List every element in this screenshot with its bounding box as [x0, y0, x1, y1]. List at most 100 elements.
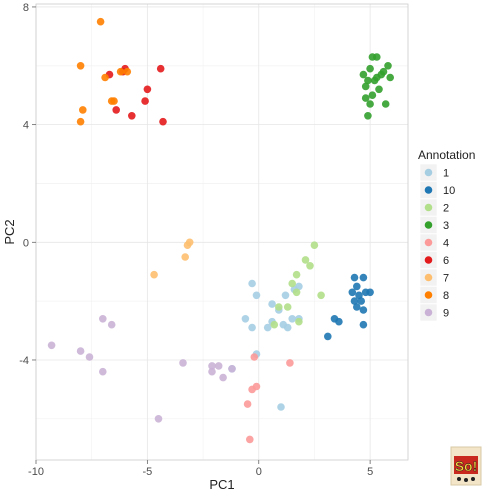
- data-point: [283, 323, 292, 332]
- data-point: [101, 73, 109, 82]
- y-tick-label: 4: [23, 120, 29, 132]
- legend-label: 1: [443, 168, 449, 180]
- data-point: [214, 362, 223, 370]
- data-point: [154, 415, 163, 423]
- data-point: [283, 303, 292, 311]
- data-point: [270, 320, 279, 329]
- data-point: [295, 282, 303, 291]
- y-axis-title: PC2: [2, 219, 17, 244]
- data-point: [246, 435, 254, 444]
- data-point: [248, 323, 256, 332]
- data-point: [364, 112, 372, 120]
- y-axis-ticks: -4 0 4 8: [19, 2, 36, 367]
- data-point: [181, 253, 189, 261]
- data-point: [250, 353, 259, 361]
- data-point: [361, 94, 370, 102]
- legend-label: 2: [443, 203, 449, 215]
- data-point: [228, 365, 236, 373]
- data-point: [355, 291, 363, 300]
- data-point: [268, 300, 276, 308]
- data-point: [366, 64, 374, 73]
- y-tick-label: 8: [23, 2, 29, 14]
- data-point: [208, 362, 216, 370]
- data-point: [76, 347, 85, 355]
- legend-label: 7: [443, 273, 449, 285]
- data-point: [353, 282, 361, 291]
- data-point: [361, 82, 370, 91]
- legend-label: 3: [443, 220, 449, 232]
- logo-figure-dot: [464, 478, 468, 482]
- data-point: [248, 385, 256, 394]
- data-point: [76, 117, 85, 126]
- logo-text: So!: [455, 458, 478, 474]
- logo-figure-dot: [471, 477, 475, 481]
- legend-key-swatch: [424, 256, 433, 264]
- data-point: [359, 306, 368, 314]
- data-point: [359, 273, 368, 282]
- data-point: [357, 297, 366, 305]
- data-point: [96, 17, 105, 26]
- data-point: [359, 320, 368, 329]
- data-point: [243, 400, 252, 408]
- panel-border: [35, 3, 409, 461]
- x-axis-title: PC1: [209, 477, 234, 492]
- data-point: [208, 367, 216, 376]
- logo-badge: [454, 456, 478, 474]
- data-point: [292, 270, 301, 279]
- legend-key-swatch: [424, 203, 433, 212]
- data-point: [292, 288, 301, 297]
- data-point: [286, 359, 294, 367]
- data-point: [143, 85, 152, 94]
- x-axis-ticks: -10 -5 0 5: [28, 460, 373, 478]
- data-point: [373, 73, 381, 82]
- data-point: [281, 291, 290, 300]
- data-point: [99, 367, 107, 376]
- data-point: [373, 53, 381, 61]
- x-tick-label: -10: [28, 466, 44, 478]
- legend-label: 9: [443, 308, 449, 320]
- y-tick-label: 0: [23, 237, 29, 249]
- data-point: [76, 62, 85, 70]
- legend-label: 4: [443, 238, 449, 250]
- data-point: [335, 317, 343, 326]
- brand-logo: So!: [450, 446, 482, 486]
- data-point: [364, 76, 372, 85]
- data-point: [107, 320, 116, 329]
- data-point: [107, 97, 116, 105]
- data-point: [384, 62, 392, 70]
- legend-key-swatch: [424, 168, 433, 177]
- data-point: [306, 262, 314, 270]
- data-point: [368, 91, 377, 99]
- data-point: [79, 106, 87, 114]
- data-point: [310, 241, 319, 249]
- data-point: [348, 288, 357, 297]
- data-point: [241, 315, 250, 323]
- data-point: [277, 403, 285, 411]
- x-tick-label: -5: [142, 466, 152, 478]
- data-point: [301, 256, 310, 264]
- data-point: [85, 353, 94, 361]
- data-point: [295, 317, 303, 326]
- data-point: [112, 106, 120, 114]
- data-point: [128, 112, 136, 120]
- data-point: [248, 279, 256, 288]
- data-point: [183, 241, 192, 249]
- legend-key-swatch: [424, 273, 433, 282]
- legend-key-swatch: [424, 221, 433, 229]
- data-point: [141, 97, 149, 105]
- data-point: [263, 323, 272, 332]
- data-point: [375, 85, 383, 94]
- legend-key-swatch: [424, 291, 433, 299]
- data-point: [288, 279, 297, 288]
- data-point: [350, 297, 359, 305]
- data-point: [159, 117, 167, 126]
- data-point: [359, 70, 368, 79]
- legend-label: 8: [443, 290, 449, 302]
- data-point: [150, 270, 158, 279]
- panel-background: [36, 4, 408, 460]
- data-point: [156, 64, 165, 73]
- data-point: [179, 359, 187, 367]
- data-point: [381, 100, 390, 108]
- data-point: [116, 67, 125, 76]
